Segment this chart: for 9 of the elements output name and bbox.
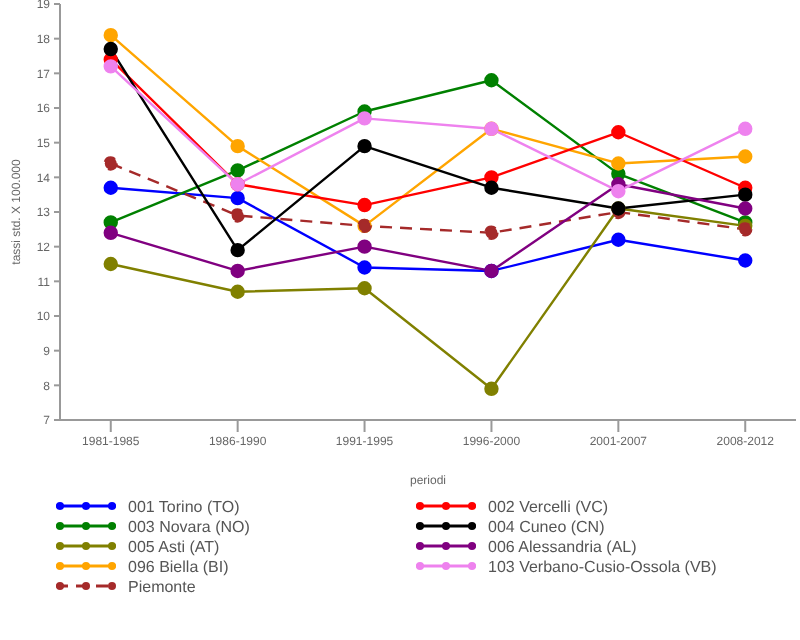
legend-label: 006 Alessandria (AL) xyxy=(488,537,637,555)
legend-label: 004 Cuneo (CN) xyxy=(488,517,605,535)
legend-label: 103 Verbano-Cusio-Ossola (VB) xyxy=(488,557,717,575)
legend-label: 002 Vercelli (VC) xyxy=(488,497,609,515)
legend-label: 003 Novara (NO) xyxy=(128,517,250,535)
legend-label: 005 Asti (AT) xyxy=(128,537,220,555)
legend-label: 096 Biella (BI) xyxy=(128,557,229,575)
legend-label: 001 Torino (TO) xyxy=(128,497,240,515)
legend-label: Piemonte xyxy=(128,577,196,595)
